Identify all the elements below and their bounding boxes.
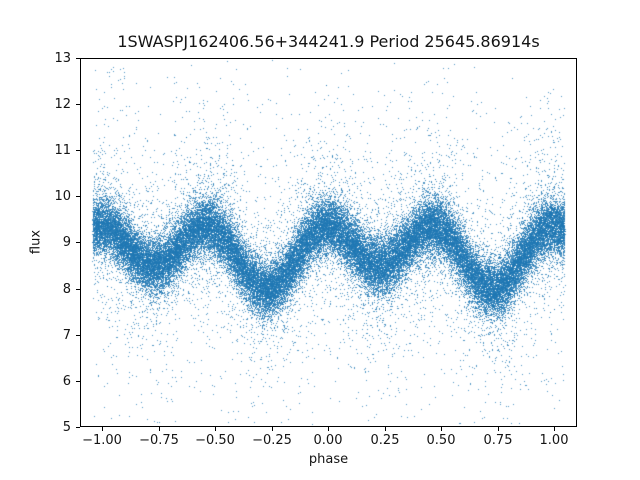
y-tick-label: 7 xyxy=(62,328,71,343)
plot-title: 1SWASPJ162406.56+344241.9 Period 25645.8… xyxy=(117,32,540,51)
y-tick-mark xyxy=(76,242,80,243)
x-tick-label: 1.00 xyxy=(539,433,569,448)
x-tick-mark xyxy=(159,427,160,431)
x-tick-label: 0.75 xyxy=(483,433,513,448)
x-tick-mark xyxy=(102,427,103,431)
x-tick-label: 0.00 xyxy=(313,433,343,448)
x-tick-mark xyxy=(441,427,442,431)
x-tick-label: −0.50 xyxy=(195,433,235,448)
y-axis-label: flux xyxy=(28,229,44,255)
y-tick-mark xyxy=(76,150,80,151)
y-tick-mark xyxy=(76,335,80,336)
y-tick-label: 13 xyxy=(54,51,71,66)
x-tick-label: −1.00 xyxy=(82,433,122,448)
y-tick-label: 5 xyxy=(62,420,71,435)
y-tick-label: 9 xyxy=(62,235,71,250)
x-tick-mark xyxy=(554,427,555,431)
y-tick-label: 11 xyxy=(54,143,71,158)
x-tick-label: −0.75 xyxy=(139,433,179,448)
x-tick-label: −0.25 xyxy=(252,433,292,448)
y-tick-mark xyxy=(76,196,80,197)
scatter-plot-canvas xyxy=(80,58,577,427)
x-tick-mark xyxy=(328,427,329,431)
y-tick-mark xyxy=(76,381,80,382)
x-tick-mark xyxy=(385,427,386,431)
x-tick-label: 0.50 xyxy=(426,433,456,448)
x-tick-mark xyxy=(498,427,499,431)
y-tick-label: 12 xyxy=(54,97,71,112)
y-tick-label: 6 xyxy=(62,374,71,389)
x-axis-label: phase xyxy=(308,452,349,467)
y-tick-mark xyxy=(76,58,80,59)
y-tick-mark xyxy=(76,104,80,105)
y-tick-mark xyxy=(76,289,80,290)
x-tick-label: 0.25 xyxy=(370,433,400,448)
x-tick-mark xyxy=(215,427,216,431)
y-tick-label: 8 xyxy=(62,282,71,297)
y-tick-mark xyxy=(76,427,80,428)
y-tick-label: 10 xyxy=(54,189,71,204)
x-tick-mark xyxy=(272,427,273,431)
